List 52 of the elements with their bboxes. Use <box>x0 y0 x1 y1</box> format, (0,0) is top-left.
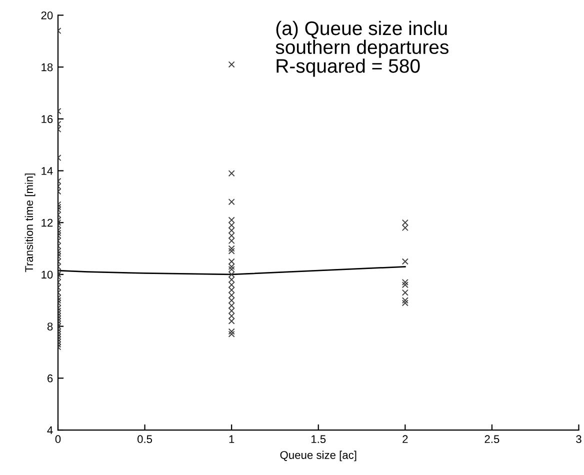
y-tick-label: 12 <box>42 218 53 227</box>
point <box>402 289 408 296</box>
x-tick-label: 0 <box>55 435 61 444</box>
point <box>228 266 235 273</box>
point <box>228 258 235 265</box>
y-tick-label: 16 <box>42 115 53 124</box>
point <box>228 318 235 324</box>
point <box>228 276 235 283</box>
point <box>228 222 235 228</box>
point <box>228 232 235 239</box>
point <box>402 300 408 306</box>
point <box>228 292 235 298</box>
point <box>228 245 235 252</box>
point <box>228 61 235 68</box>
point <box>228 282 235 288</box>
point <box>402 282 408 288</box>
point <box>228 328 235 335</box>
x-tick-label: 1 <box>229 435 234 443</box>
point <box>228 237 235 244</box>
x-tick-label: 2.5 <box>484 435 500 444</box>
point <box>402 297 408 304</box>
point <box>402 278 408 286</box>
point <box>228 198 235 206</box>
point <box>228 248 235 254</box>
y-tick-label: 14 <box>42 167 53 175</box>
point <box>228 302 235 309</box>
point <box>402 219 408 226</box>
point <box>228 286 235 294</box>
point <box>228 330 235 338</box>
point <box>228 312 235 320</box>
y-tick-label: 18 <box>42 63 53 72</box>
y-tick-label: 10 <box>42 270 53 279</box>
x-tick-label: 2 <box>402 435 408 443</box>
x-tick-label: 3 <box>576 435 582 444</box>
point <box>228 297 235 304</box>
point <box>228 216 235 224</box>
point <box>402 224 408 232</box>
point <box>402 258 408 265</box>
y-tick-label: 6 <box>48 374 53 382</box>
x-tick-label: 1.5 <box>311 435 326 444</box>
point <box>228 227 235 234</box>
y-axis-title: Transition time [min] <box>24 174 36 272</box>
x-tick-label: 0.5 <box>137 435 152 444</box>
x-axis-title: Queue size [ac] <box>280 450 356 462</box>
y-tick-label: 20 <box>41 11 53 20</box>
point <box>228 271 235 278</box>
point <box>228 170 235 177</box>
y-tick-label: 8 <box>47 322 53 330</box>
point <box>228 307 235 314</box>
annotation: (a) Queue size inclu southern departures R-squared = 580 <box>276 20 448 77</box>
y-tick-label: 4 <box>47 426 53 434</box>
point <box>228 263 235 270</box>
